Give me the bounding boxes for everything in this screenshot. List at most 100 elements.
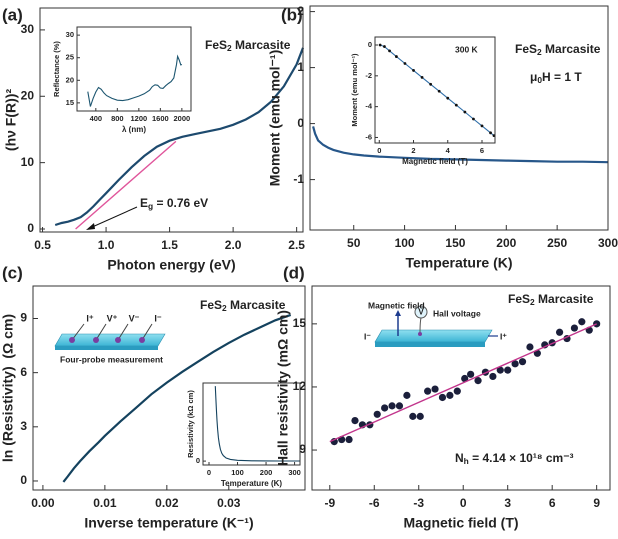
annotation-part: 2 bbox=[530, 297, 535, 307]
annotation-part: FeS bbox=[515, 42, 537, 56]
x-tick-label: 800 bbox=[111, 114, 124, 123]
data-point bbox=[511, 360, 519, 368]
data-point bbox=[526, 343, 534, 351]
x-tick-label: -3 bbox=[413, 496, 424, 510]
x-axis-title: Magnetic field (T) bbox=[403, 515, 518, 531]
probe-label: I⁺ bbox=[86, 313, 94, 323]
panel-label: (a) bbox=[2, 5, 23, 24]
y-tick-label: 3 bbox=[20, 419, 27, 433]
x-axis-title: Photon energy (eV) bbox=[107, 257, 235, 273]
data-point bbox=[345, 435, 353, 444]
annotation-part: = 4.14 × 10¹⁸ cm⁻³ bbox=[469, 451, 574, 465]
data-point bbox=[467, 370, 475, 378]
annotation-part: Marcasite bbox=[232, 38, 291, 52]
panel-label: (b) bbox=[281, 5, 303, 24]
current-label: I⁻ bbox=[364, 331, 371, 341]
data-point bbox=[461, 374, 469, 383]
y-tick-label: 0 bbox=[297, 116, 304, 130]
data-point bbox=[570, 324, 579, 332]
x-tick-label: 0.5 bbox=[34, 238, 51, 252]
y-tick-label: 20 bbox=[21, 88, 35, 102]
x-tick-label: 2.0 bbox=[225, 238, 242, 252]
diagram-caption: Four-probe measurement bbox=[60, 354, 163, 364]
x-tick-label: 2000 bbox=[174, 114, 191, 123]
data-point bbox=[424, 387, 432, 395]
x-tick-label: 0 bbox=[377, 146, 381, 155]
y-tick-label: 0 bbox=[196, 456, 200, 465]
x-axis-title: λ (nm) bbox=[122, 125, 146, 134]
four-probe-diagram: I⁺ V⁺ V⁻ I⁻ Four-probe measurement bbox=[54, 313, 166, 364]
probe-label: V⁺ bbox=[107, 313, 118, 323]
data-point bbox=[474, 377, 482, 385]
annotation: FeS2 Marcasite bbox=[508, 292, 594, 307]
x-axis-title: Inverse temperature (K⁻¹) bbox=[84, 515, 253, 531]
plot-frame bbox=[32, 285, 306, 491]
data-line bbox=[62, 313, 292, 483]
annotation-part: g bbox=[148, 201, 153, 211]
data-point bbox=[431, 385, 439, 393]
x-tick-label: 0.03 bbox=[217, 496, 241, 510]
y-tick-label: -4 bbox=[365, 102, 372, 111]
inset: 0 2 4 6 -6 -4 -2 0 Magnetic field (T) Moment (emu… bbox=[350, 36, 496, 166]
annotation-part: N bbox=[455, 451, 464, 465]
data-line bbox=[379, 44, 495, 137]
inset-background bbox=[203, 383, 300, 465]
data-point bbox=[403, 391, 411, 399]
annotation-part: = 0.76 eV bbox=[153, 196, 208, 210]
x-tick-label: 0.01 bbox=[93, 496, 117, 510]
data-point bbox=[429, 82, 433, 86]
annotation-part: Marcasite bbox=[542, 42, 601, 56]
panel-label: (d) bbox=[283, 263, 305, 282]
data-point bbox=[578, 318, 586, 326]
plot-frame bbox=[39, 7, 304, 233]
data-point bbox=[446, 391, 454, 399]
data-point bbox=[381, 404, 389, 412]
data-line bbox=[75, 140, 177, 230]
data-point bbox=[489, 131, 492, 135]
x-tick-label: 100 bbox=[231, 468, 244, 477]
x-tick-label: 4 bbox=[446, 146, 451, 155]
annotation: 300 K bbox=[455, 44, 479, 54]
annotation: μ0H = 1 T bbox=[530, 70, 582, 85]
y-tick-label: -6 bbox=[365, 132, 372, 141]
y-tick-label: 12 bbox=[293, 379, 307, 393]
data-line bbox=[87, 54, 183, 107]
plot-frame bbox=[76, 26, 192, 112]
y-tick-label: 15 bbox=[293, 316, 307, 330]
eg-arrow bbox=[86, 206, 138, 230]
data-point bbox=[394, 55, 398, 58]
data-point bbox=[437, 89, 441, 93]
data-point bbox=[412, 69, 415, 72]
data-point bbox=[472, 117, 475, 121]
data-point bbox=[416, 412, 424, 420]
panel: 0.00 0.01 0.02 0.03 0 3 6 9 Inverse temperature … bbox=[0, 263, 306, 531]
plot-frame bbox=[374, 36, 496, 144]
x-tick-label: 300 bbox=[288, 468, 301, 477]
x-tick-label: 1200 bbox=[130, 114, 147, 123]
panel: -9 -6 -3 0 3 6 9 9 12 15 Magnetic field (T) Hall re… bbox=[275, 263, 611, 531]
y-tick-label: 0 bbox=[20, 473, 27, 487]
data-point bbox=[351, 416, 359, 425]
inset: 400 800 1200 1600 2000 15 20 25 30 λ (nm) Reflecta… bbox=[52, 26, 192, 134]
x-tick-label: 9 bbox=[593, 496, 600, 510]
inset: 0 100 200 300 0 Temperature (K) Resistivity (k… bbox=[186, 382, 301, 488]
y-tick-label: 1 bbox=[297, 60, 304, 74]
annotation-part: Marcasite bbox=[535, 292, 594, 306]
voltmeter-label: V bbox=[418, 308, 424, 317]
annotation: FeS2 Marcasite bbox=[515, 42, 601, 57]
annotation-part: 2 bbox=[222, 303, 227, 313]
x-tick-label: 2.5 bbox=[288, 238, 305, 252]
y-tick-label: 15 bbox=[66, 98, 74, 107]
x-tick-label: 250 bbox=[547, 236, 567, 250]
annotation-part: 2 bbox=[227, 43, 232, 53]
x-tick-label: 2 bbox=[411, 146, 415, 155]
y-tick-label: 0 bbox=[368, 40, 372, 49]
x-tick-label: 400 bbox=[90, 114, 103, 123]
data-point bbox=[420, 75, 424, 79]
y-tick-label: -2 bbox=[365, 71, 372, 80]
data-point bbox=[388, 402, 396, 410]
hall-diagram: V Magnetic field Hall voltage I⁻ I⁺ bbox=[364, 300, 507, 347]
data-line bbox=[214, 386, 301, 462]
